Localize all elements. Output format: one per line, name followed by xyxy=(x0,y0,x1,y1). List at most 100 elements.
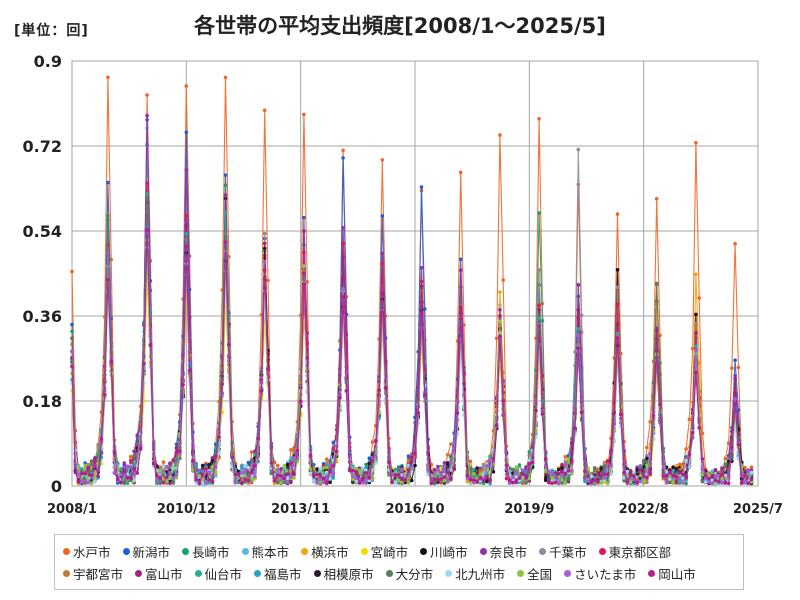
data-point xyxy=(285,462,290,467)
data-point xyxy=(289,480,293,485)
data-point xyxy=(164,475,169,480)
data-point xyxy=(393,473,398,477)
data-point xyxy=(357,481,362,485)
data-point xyxy=(576,327,581,331)
data-point xyxy=(70,364,74,369)
data-point xyxy=(468,459,473,464)
data-point xyxy=(547,479,551,483)
data-point xyxy=(648,472,652,476)
y-tick-label: 0.54 xyxy=(23,222,62,241)
data-point xyxy=(334,449,339,454)
data-point xyxy=(622,479,626,483)
legend-label: 横浜市 xyxy=(311,544,349,560)
data-point xyxy=(507,478,512,483)
data-point xyxy=(266,367,270,372)
axis-layer: 0 0.18 0.36 0.54 0.72 0.9 2008/1 2010/12 2013/11… xyxy=(23,52,783,517)
data-point xyxy=(583,479,587,484)
data-point xyxy=(341,156,345,160)
data-point xyxy=(465,476,470,481)
data-point xyxy=(204,481,208,485)
y-tick-label: 0.36 xyxy=(23,307,62,326)
data-point xyxy=(380,158,385,162)
data-point xyxy=(733,373,737,378)
data-point xyxy=(223,75,228,80)
legend-label: 宮崎市 xyxy=(370,544,409,560)
data-point xyxy=(155,473,159,478)
data-point xyxy=(674,466,679,471)
data-point xyxy=(733,358,737,363)
data-point xyxy=(511,480,515,485)
data-point xyxy=(707,480,711,484)
data-point xyxy=(240,471,244,475)
data-point xyxy=(184,168,189,172)
data-point xyxy=(325,457,329,462)
data-point xyxy=(749,477,754,482)
data-point xyxy=(132,467,136,471)
data-point xyxy=(403,478,408,482)
x-tick-label: 2025/7 xyxy=(733,502,783,517)
data-point xyxy=(733,377,737,381)
data-point xyxy=(217,435,221,440)
data-point xyxy=(485,475,489,479)
data-point xyxy=(419,266,424,270)
data-point xyxy=(289,458,293,463)
data-point xyxy=(184,244,189,249)
data-point xyxy=(423,393,427,397)
data-point xyxy=(592,475,597,479)
legend-item: 宮崎市 xyxy=(360,542,409,561)
data-point xyxy=(83,461,87,465)
x-tick-label: 2019/9 xyxy=(504,502,554,517)
legend-item: 大分市 xyxy=(385,564,433,583)
data-point xyxy=(158,465,162,469)
legend-item: 長崎市 xyxy=(182,542,230,561)
legend-label: 全国 xyxy=(527,566,553,582)
x-tick-label: 2008/1 xyxy=(47,502,97,517)
data-point xyxy=(521,471,525,476)
data-point xyxy=(602,464,607,469)
data-point xyxy=(367,478,372,483)
data-point xyxy=(416,411,421,415)
data-point xyxy=(227,343,231,347)
data-point xyxy=(560,470,564,474)
data-point xyxy=(341,295,345,299)
data-point xyxy=(596,480,600,484)
data-point xyxy=(89,473,94,478)
legend-label: 富山市 xyxy=(145,566,183,582)
legend-marker-icon xyxy=(122,547,130,555)
data-point xyxy=(537,307,541,312)
data-point xyxy=(625,469,630,474)
data-point xyxy=(374,454,378,459)
data-point xyxy=(707,476,711,481)
data-point xyxy=(687,417,692,422)
data-point xyxy=(658,402,662,407)
data-point xyxy=(700,473,705,477)
data-point xyxy=(321,466,326,470)
data-point xyxy=(292,472,296,477)
data-point xyxy=(129,465,133,469)
legend-label: 福島市 xyxy=(264,566,302,582)
data-point xyxy=(560,473,564,477)
data-point xyxy=(661,474,666,478)
data-point xyxy=(249,470,254,475)
data-point xyxy=(256,455,261,459)
data-point xyxy=(733,397,737,401)
data-point xyxy=(703,473,708,478)
data-point xyxy=(439,473,443,478)
data-point xyxy=(426,450,430,455)
data-point xyxy=(436,478,440,482)
data-point xyxy=(194,478,198,482)
data-point xyxy=(498,133,502,137)
data-point xyxy=(576,346,581,351)
data-point xyxy=(671,468,675,473)
data-point xyxy=(668,480,672,484)
data-point xyxy=(282,476,287,481)
data-point xyxy=(684,458,688,463)
data-point xyxy=(478,469,483,473)
series-line xyxy=(71,144,753,485)
legend-item: 東京都区部 xyxy=(598,542,671,561)
data-point xyxy=(276,468,280,472)
data-point xyxy=(145,181,149,185)
legend-row: 水戸市 新潟市 長崎市 熊本市 横浜市 宮崎市 川崎市 奈良市 千葉市 東京都区部 xyxy=(63,540,735,562)
legend-marker-icon xyxy=(241,547,249,555)
legend-label: 仙台市 xyxy=(204,566,243,582)
